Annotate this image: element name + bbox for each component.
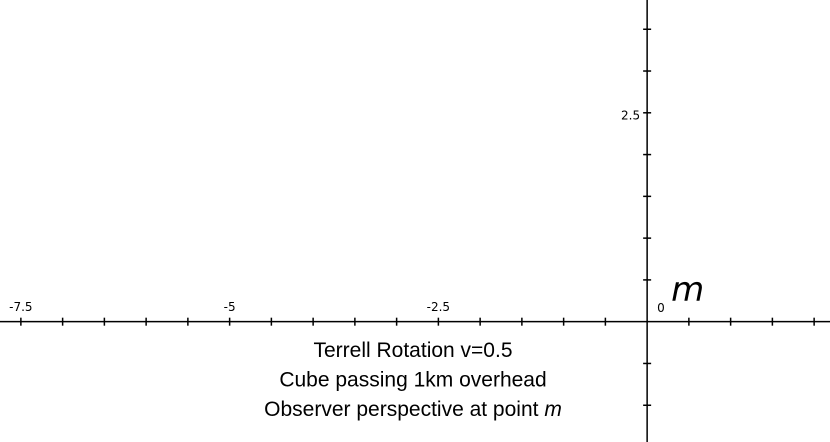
annotation: Terrell Rotation v=0.5 — [313, 339, 512, 362]
x-tick-label: -7.5 — [9, 300, 32, 314]
annotation-text: Observer perspective at point — [264, 398, 538, 421]
annotation-italic: m — [544, 398, 562, 421]
y-tick-label: 2.5 — [621, 108, 640, 122]
origin-label: 0 — [657, 301, 665, 315]
x-tick-label: -5 — [224, 300, 236, 314]
annotation-text: Cube passing 1km overhead — [279, 368, 546, 391]
x-tick-label: -2.5 — [427, 300, 450, 314]
annotation-text: Terrell Rotation v=0.5 — [313, 339, 512, 362]
annotation: Cube passing 1km overhead — [279, 368, 546, 391]
annotation: Observer perspective at point m — [264, 398, 562, 421]
point-label: m — [671, 270, 704, 310]
